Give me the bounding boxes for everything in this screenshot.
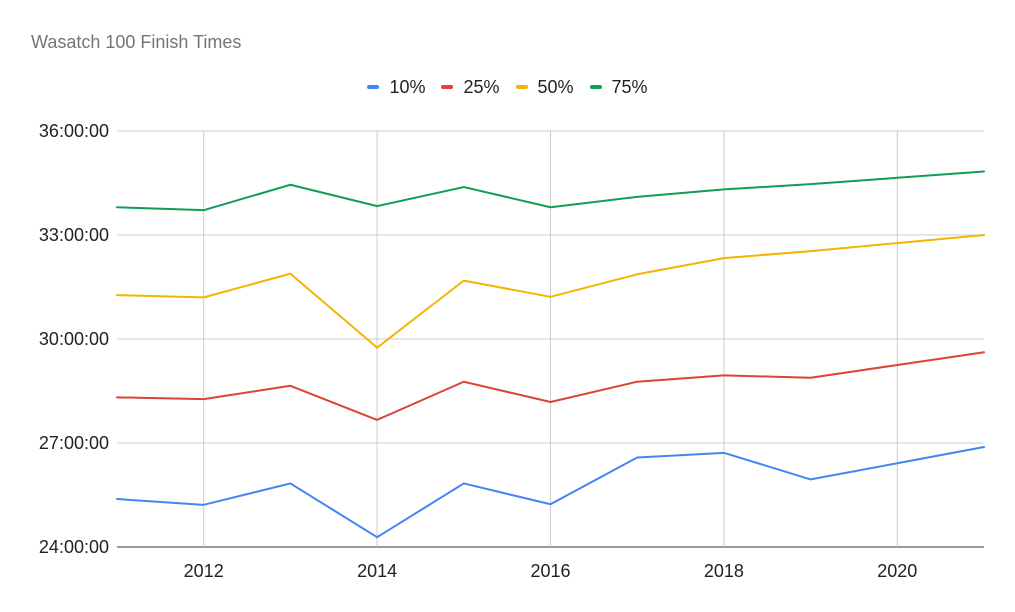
x-tick-label: 2018 bbox=[704, 561, 744, 581]
chart-title: Wasatch 100 Finish Times bbox=[31, 32, 242, 52]
x-tick-label: 2012 bbox=[184, 561, 224, 581]
y-tick-label: 36:00:00 bbox=[39, 121, 109, 141]
legend-swatch-10 bbox=[367, 85, 380, 89]
legend-item-50[interactable]: 50% bbox=[515, 76, 574, 98]
legend-label-75: 75% bbox=[611, 76, 648, 97]
legend-item-25[interactable]: 25% bbox=[441, 76, 500, 98]
y-tick-label: 24:00:00 bbox=[39, 537, 109, 557]
y-tick-label: 27:00:00 bbox=[39, 433, 109, 453]
legend-label-50: 50% bbox=[537, 76, 574, 97]
series-lines bbox=[116, 170, 985, 539]
x-tick-label: 2016 bbox=[530, 561, 570, 581]
legend-swatch-50 bbox=[515, 85, 528, 89]
legend-label-10: 10% bbox=[389, 76, 426, 97]
x-tick-label: 2020 bbox=[877, 561, 917, 581]
gridlines bbox=[117, 130, 984, 548]
series-line-50[interactable] bbox=[116, 234, 985, 349]
series-line-75[interactable] bbox=[116, 170, 985, 212]
legend: 10% 25% 50% 75% bbox=[0, 75, 1015, 99]
x-tick-label: 2014 bbox=[357, 561, 397, 581]
legend-label-25: 25% bbox=[463, 76, 500, 97]
series-line-25[interactable] bbox=[116, 351, 985, 421]
axis-labels: 24:00:00 27:00:00 30:00:00 33:00:00 36:00:00… bbox=[39, 121, 917, 581]
legend-item-10[interactable]: 10% bbox=[367, 77, 425, 98]
y-tick-label: 30:00:00 bbox=[39, 329, 109, 349]
y-tick-label: 33:00:00 bbox=[39, 225, 109, 245]
series-line-10[interactable] bbox=[116, 446, 985, 539]
legend-swatch-75 bbox=[589, 85, 602, 89]
legend-swatch-25 bbox=[441, 85, 454, 89]
legend-item-75[interactable]: 75% bbox=[589, 76, 648, 98]
